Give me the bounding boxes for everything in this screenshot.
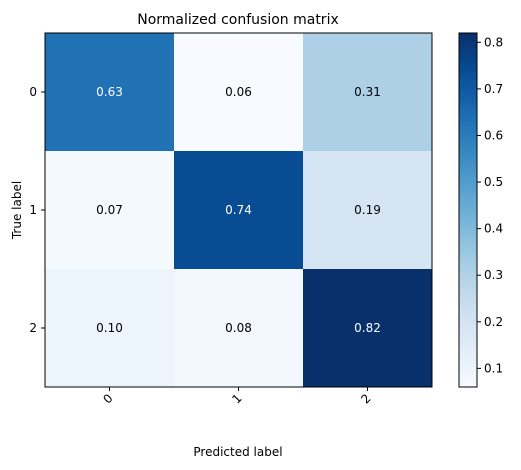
colorbar-tick-label: 0.4 <box>484 222 503 236</box>
colorbar-tick-label: 0.2 <box>484 315 503 329</box>
chart-title: Normalized confusion matrix <box>137 12 339 28</box>
colorbar-tick-label: 0.1 <box>484 361 503 375</box>
cell-value-label: 0.08 <box>225 321 252 335</box>
colorbar <box>458 32 478 388</box>
heatmap-cell <box>303 151 433 270</box>
cell-value-label: 0.82 <box>354 321 381 335</box>
colorbar-tick-label: 0.3 <box>484 268 503 282</box>
heatmap-cells <box>45 33 433 388</box>
y-tick-label: 1 <box>29 203 37 217</box>
cell-value-label: 0.31 <box>354 85 381 99</box>
cell-value-label: 0.10 <box>96 321 123 335</box>
colorbar-tick-label: 0.6 <box>484 128 503 142</box>
heatmap-cell <box>303 33 433 152</box>
cell-value-label: 0.19 <box>354 203 381 217</box>
y-tick-label: 2 <box>29 321 37 335</box>
cell-value-label: 0.63 <box>96 85 123 99</box>
heatmap-cell <box>174 33 304 152</box>
x-axis-ticks: 0 1 2 <box>100 387 374 407</box>
y-axis-ticks: 0 1 2 <box>29 85 45 335</box>
x-tick-label: 2 <box>358 391 373 406</box>
y-axis-label: True label <box>10 181 24 240</box>
colorbar-ticks: 0.1 0.2 0.3 0.4 0.5 0.6 0.7 0.8 <box>477 35 503 375</box>
y-tick-label: 0 <box>29 85 37 99</box>
cell-value-label: 0.06 <box>225 85 252 99</box>
heatmap-cell <box>303 269 433 388</box>
heatmap-cell <box>45 33 175 152</box>
colorbar-tick-label: 0.5 <box>484 175 503 189</box>
heatmap-cell-labels: 0.63 0.06 0.31 0.07 0.74 0.19 0.10 0.08 0.82 <box>96 85 381 335</box>
cell-value-label: 0.74 <box>225 203 252 217</box>
cell-value-label: 0.07 <box>96 203 123 217</box>
x-tick-label: 0 <box>100 391 115 406</box>
heatmap-cell <box>174 269 304 388</box>
heatmap-cell <box>174 151 304 270</box>
colorbar-tick-label: 0.7 <box>484 82 503 96</box>
heatmap-cell <box>45 269 175 388</box>
heatmap-cell <box>45 151 175 270</box>
colorbar-tick-label: 0.8 <box>484 35 503 49</box>
x-axis-label: Predicted label <box>193 445 282 459</box>
x-tick-label: 1 <box>229 391 244 406</box>
